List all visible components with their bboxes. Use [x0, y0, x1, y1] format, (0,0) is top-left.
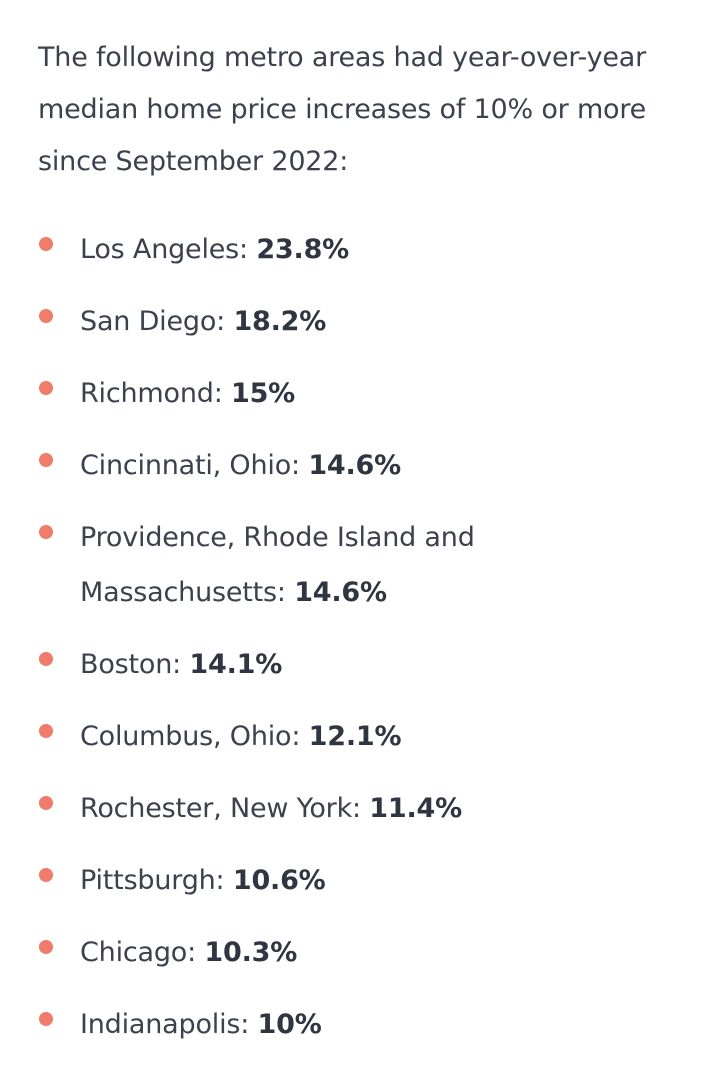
item-label: Richmond: [80, 378, 223, 409]
bullet [39, 940, 53, 954]
item-label: Cincinnati, Ohio: [80, 450, 300, 481]
item-value: 10% [257, 1009, 322, 1040]
bullet [39, 381, 53, 395]
bullet [39, 796, 53, 810]
list-item: Columbus, Ohio: 12.1% [0, 709, 640, 764]
item-label: Providence, Rhode Island and Massachuset… [80, 522, 475, 608]
list-item: Providence, Rhode Island and Massachuset… [0, 510, 640, 620]
list-item: Pittsburgh: 10.6% [0, 853, 640, 908]
item-value: 10.6% [232, 865, 326, 896]
bullet [39, 309, 53, 323]
list-item: Richmond: 15% [0, 366, 640, 421]
bullet [39, 1012, 53, 1026]
item-label: Rochester, New York: [80, 793, 361, 824]
list-item: Cincinnati, Ohio: 14.6% [0, 438, 640, 493]
list-item: Los Angeles: 23.8% [0, 222, 640, 277]
item-value: 12.1% [308, 721, 402, 752]
bullet [39, 652, 53, 666]
item-value: 14.6% [294, 577, 387, 608]
bullet [39, 868, 53, 882]
item-value: 14.1% [189, 649, 283, 680]
item-label: San Diego: [80, 306, 226, 337]
bullet [39, 724, 53, 738]
intro-text: The following metro areas had year-over-… [38, 42, 647, 177]
item-value: 14.6% [308, 450, 401, 481]
item-value: 10.3% [204, 937, 298, 968]
item-value: 23.8% [256, 234, 350, 265]
item-value: 18.2% [233, 306, 327, 337]
list-item: Boston: 14.1% [0, 637, 640, 692]
item-label: Los Angeles: [80, 234, 248, 265]
list-item: Rochester, New York: 11.4% [0, 781, 640, 836]
item-label: Indianapolis: [80, 1009, 250, 1040]
list-item: Indianapolis: 10% [0, 997, 640, 1052]
bullet [39, 237, 53, 251]
bullet [39, 525, 53, 539]
list-item: Chicago: 10.3% [0, 925, 640, 980]
item-label: Boston: [80, 649, 182, 680]
item-value: 11.4% [369, 793, 462, 824]
item-label: Pittsburgh: [80, 865, 225, 896]
item-label: Chicago: [80, 937, 197, 968]
item-value: 15% [230, 378, 296, 409]
item-label: Columbus, Ohio: [80, 721, 301, 752]
bullet [39, 453, 53, 467]
metro-list: Los Angeles: 23.8% San Diego: 18.2% Richmo… [0, 222, 640, 1069]
list-item: San Diego: 18.2% [0, 294, 640, 349]
